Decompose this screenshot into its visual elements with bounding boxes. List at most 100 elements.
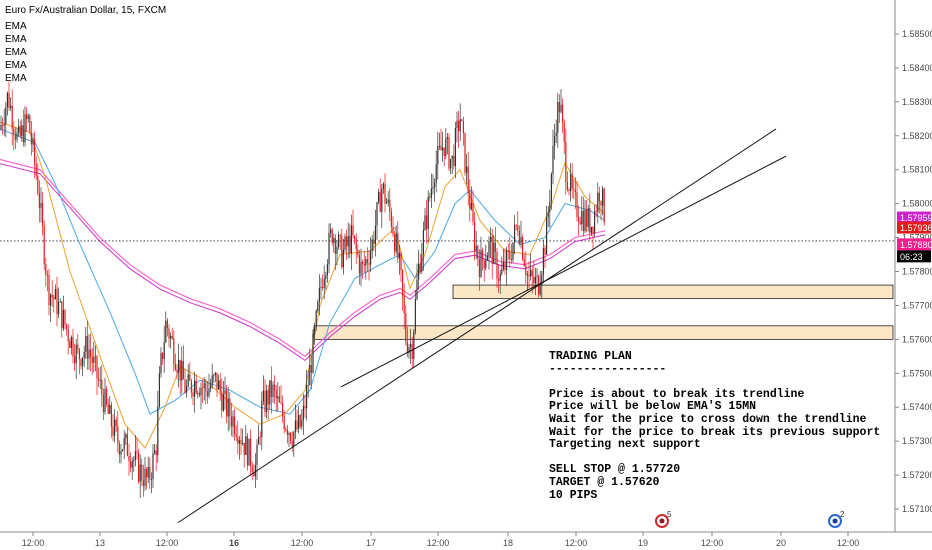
price-tag-label: 06:23	[900, 252, 923, 262]
price-tick-label: 1.57200	[902, 470, 932, 480]
candle-body	[227, 398, 229, 417]
candle-body	[376, 202, 378, 226]
candle-body	[558, 102, 560, 113]
candle-body	[286, 429, 288, 436]
candle-body	[438, 145, 440, 147]
indicator-label-1[interactable]: EMA	[5, 21, 27, 32]
candle-body	[22, 125, 24, 143]
candle-body	[499, 273, 501, 281]
candle-body	[171, 335, 173, 339]
candle-body	[602, 188, 604, 206]
candle-body	[246, 436, 248, 466]
indicator-label-2[interactable]: EMA	[5, 34, 27, 45]
candle-body	[80, 359, 82, 366]
candle-body	[426, 215, 428, 229]
candle-body	[506, 250, 508, 270]
candle-body	[306, 385, 308, 409]
candle-body	[600, 201, 602, 206]
economic-event-count: 5	[667, 510, 672, 519]
candle-body	[330, 229, 332, 233]
candle-body	[566, 182, 568, 190]
candle-body	[226, 390, 228, 417]
candle-body	[454, 128, 456, 167]
candle-body	[486, 255, 488, 261]
candle-body	[424, 215, 426, 230]
support-zone-1[interactable]	[452, 284, 894, 300]
candle-body	[552, 146, 554, 174]
candle-body	[290, 433, 292, 442]
candle-body	[53, 296, 55, 300]
candle-body	[26, 114, 28, 119]
candle-body	[195, 380, 197, 393]
candle-body	[589, 208, 591, 233]
candle-body	[46, 274, 48, 276]
candle-body	[98, 378, 100, 381]
candle-body	[394, 234, 396, 252]
candle-body	[243, 443, 245, 455]
candle-body	[459, 119, 461, 132]
candle-body	[77, 344, 79, 350]
trading-plan-line: Wait for the price to break its previous…	[549, 425, 881, 439]
candle-body	[213, 375, 215, 377]
candle-body	[51, 294, 53, 297]
candle-body	[8, 92, 10, 108]
candle-body	[278, 396, 280, 403]
candle-body	[371, 239, 373, 252]
indicator-label-4[interactable]: EMA	[5, 60, 27, 71]
candle-body	[451, 155, 453, 159]
candle-body	[82, 357, 84, 366]
candle-body	[469, 192, 471, 210]
candle-body	[533, 276, 535, 284]
price-tick-label: 1.57400	[902, 402, 932, 412]
candle-body	[482, 250, 484, 261]
time-tick-label: 17	[366, 538, 376, 548]
candle-body	[179, 359, 181, 381]
candle-body	[166, 320, 168, 329]
candle-body	[411, 344, 413, 359]
candle-body	[230, 416, 232, 427]
candle-body	[173, 338, 175, 365]
candle-body	[331, 229, 333, 243]
candle-body	[358, 255, 360, 274]
candle-body	[131, 461, 133, 468]
candle-body	[310, 365, 312, 373]
candle-body	[50, 294, 52, 306]
candle-body	[190, 380, 192, 393]
candle-body	[211, 375, 213, 386]
candle-body	[70, 336, 72, 348]
price-tag-label: 1.57880	[900, 240, 932, 250]
candle-body	[453, 155, 455, 166]
indicator-label-5[interactable]: EMA	[5, 73, 27, 84]
trading-plan-line: Price will be below EMA'S 15MN	[549, 400, 757, 414]
candle-body	[147, 466, 149, 478]
support-zone-2[interactable]	[313, 325, 894, 340]
candle-body	[402, 270, 404, 296]
candle-body	[496, 251, 498, 279]
candle-body	[96, 356, 98, 379]
candle-body	[200, 387, 202, 396]
candle-body	[333, 238, 335, 243]
candle-body	[384, 183, 386, 204]
candle-body	[374, 225, 376, 244]
candle-body	[501, 269, 503, 274]
candle-body	[360, 261, 362, 274]
candle-body	[136, 451, 138, 453]
candle-body	[598, 192, 600, 202]
trading-plan-title: TRADING PLAN	[549, 350, 632, 363]
candle-body	[112, 426, 114, 436]
trendline-1[interactable]	[177, 128, 777, 524]
candle-body	[142, 480, 144, 486]
trendline-2[interactable]	[340, 155, 787, 388]
candle-body	[86, 336, 88, 359]
candle-body	[64, 310, 66, 325]
indicator-label-3[interactable]: EMA	[5, 47, 27, 58]
candle-body	[56, 288, 58, 315]
price-tag-bg	[897, 211, 931, 224]
candle-body	[90, 349, 92, 357]
candle-body	[390, 211, 392, 227]
candle-body	[34, 138, 36, 164]
candle-body	[75, 344, 77, 364]
candle-body	[37, 176, 39, 194]
candle-body	[206, 391, 208, 397]
